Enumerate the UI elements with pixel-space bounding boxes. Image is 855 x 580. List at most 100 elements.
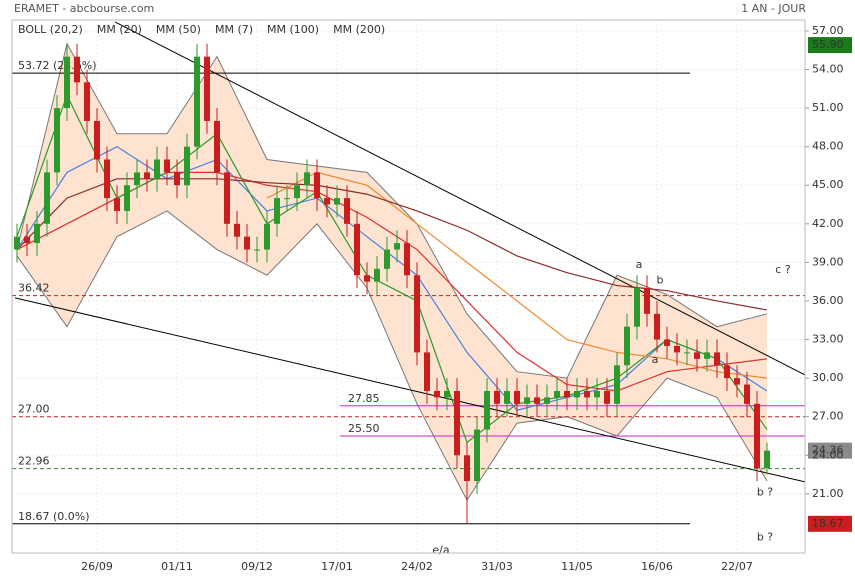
candle-body bbox=[284, 198, 290, 200]
candle-body bbox=[344, 198, 350, 224]
candle-body bbox=[604, 390, 610, 404]
moving-average bbox=[16, 93, 768, 444]
candle-body bbox=[744, 384, 750, 404]
y-tick-label: 33.00 bbox=[812, 333, 844, 346]
candle-body bbox=[64, 56, 70, 109]
band-upper bbox=[16, 42, 768, 379]
moving-average bbox=[266, 171, 768, 379]
candle-body bbox=[324, 198, 330, 205]
y-tick-label: 39.00 bbox=[812, 255, 844, 268]
legend-entry: MM (100) bbox=[267, 23, 319, 36]
candle-body bbox=[664, 339, 670, 346]
candle-body bbox=[334, 198, 340, 205]
candle-body bbox=[464, 455, 470, 481]
x-tick-label: 17/01 bbox=[321, 560, 353, 573]
legend-entry: MM (7) bbox=[215, 23, 253, 36]
price-tag-label: 24.36 bbox=[812, 444, 844, 457]
candle-body bbox=[84, 82, 90, 121]
candle-body bbox=[204, 56, 210, 121]
price-tag bbox=[808, 515, 852, 532]
x-tick-label: 16/06 bbox=[641, 560, 673, 573]
overlay: BOLL (20,2) MM (20) MM (50) MM (7) MM (100) M… bbox=[18, 23, 852, 556]
candle-body bbox=[514, 390, 520, 404]
trendline bbox=[14, 297, 806, 483]
legend-entry: BOLL (20,2) bbox=[18, 23, 83, 36]
y-tick-label: 27.00 bbox=[812, 410, 844, 423]
candle-body bbox=[394, 243, 400, 250]
candle-body bbox=[424, 352, 430, 391]
candle-body bbox=[164, 159, 170, 173]
x-tick-label: 24/02 bbox=[401, 560, 433, 573]
candle-body bbox=[524, 397, 530, 404]
candle-body bbox=[534, 397, 540, 404]
level-label: 27.85 bbox=[348, 392, 380, 405]
candle-body bbox=[354, 223, 360, 276]
x-tick-label: 22/07 bbox=[721, 560, 753, 573]
moving-average bbox=[16, 145, 768, 411]
annotation: e/a bbox=[432, 543, 449, 556]
candle-body bbox=[44, 172, 50, 224]
moving-average bbox=[16, 178, 768, 311]
candle-body bbox=[134, 172, 140, 186]
levels: 53.72 (23.6%) 36.42 27.85 27.00 25.50 22.96 18… bbox=[12, 21, 806, 525]
candle-body bbox=[724, 365, 730, 379]
x-tick-label: 11/05 bbox=[561, 560, 593, 573]
level-label: 27.00 bbox=[18, 403, 50, 416]
candle-body bbox=[544, 397, 550, 404]
candle-body bbox=[714, 352, 720, 366]
level-label: 36.42 bbox=[18, 282, 50, 295]
annotation: b ? bbox=[757, 531, 773, 544]
candle-body bbox=[554, 390, 560, 398]
candle-body bbox=[94, 120, 100, 160]
legend-entry: MM (50) bbox=[156, 23, 201, 36]
candle-body bbox=[684, 352, 690, 354]
price-tag bbox=[808, 442, 852, 459]
candle-body bbox=[734, 378, 740, 385]
candle-body bbox=[314, 172, 320, 199]
level-label: 18.67 (0.0%) bbox=[18, 510, 90, 523]
candle-body bbox=[224, 172, 230, 224]
candle-body bbox=[24, 236, 30, 244]
candle-body bbox=[274, 198, 280, 224]
level-label: 25.50 bbox=[348, 422, 380, 435]
price-tag-label: 55.90 bbox=[812, 38, 844, 51]
plot-border bbox=[11, 19, 806, 554]
candle-body bbox=[614, 365, 620, 404]
candle-body bbox=[184, 146, 190, 186]
candle-body bbox=[454, 390, 460, 456]
candle-body bbox=[594, 390, 600, 398]
y-tick-label: 54.00 bbox=[812, 63, 844, 76]
candle-body bbox=[234, 223, 240, 237]
x-tick-label: 09/12 bbox=[241, 560, 273, 573]
candle-body bbox=[564, 390, 570, 398]
y-tick-label: 48.00 bbox=[812, 140, 844, 153]
annotation: b bbox=[657, 273, 664, 286]
level-label: 22.96 bbox=[18, 455, 50, 468]
candle-body bbox=[504, 390, 510, 404]
indicators bbox=[16, 93, 768, 444]
candle-body bbox=[14, 236, 20, 250]
candle-body bbox=[404, 243, 410, 276]
candle-body bbox=[214, 120, 220, 173]
y-tick-label: 42.00 bbox=[812, 217, 844, 230]
legend-entry: MM (200) bbox=[333, 23, 385, 36]
candle-body bbox=[584, 390, 590, 398]
annotation: a bbox=[652, 353, 659, 366]
candle-body bbox=[494, 390, 500, 404]
period: 1 AN - JOUR bbox=[741, 2, 806, 15]
candle-body bbox=[764, 450, 770, 469]
annotation: a bbox=[636, 258, 643, 271]
candle-body bbox=[624, 326, 630, 366]
candle-body bbox=[154, 159, 160, 179]
y-tick-label: 30.00 bbox=[812, 371, 844, 384]
candle-body bbox=[104, 159, 110, 199]
candle-body bbox=[254, 249, 260, 251]
candle-body bbox=[144, 172, 150, 179]
candle-body bbox=[704, 352, 710, 359]
candle-body bbox=[374, 268, 380, 282]
candle-body bbox=[384, 249, 390, 269]
candle-body bbox=[294, 185, 300, 199]
candle-body bbox=[54, 108, 60, 173]
x-tick-label: 31/03 bbox=[481, 560, 513, 573]
